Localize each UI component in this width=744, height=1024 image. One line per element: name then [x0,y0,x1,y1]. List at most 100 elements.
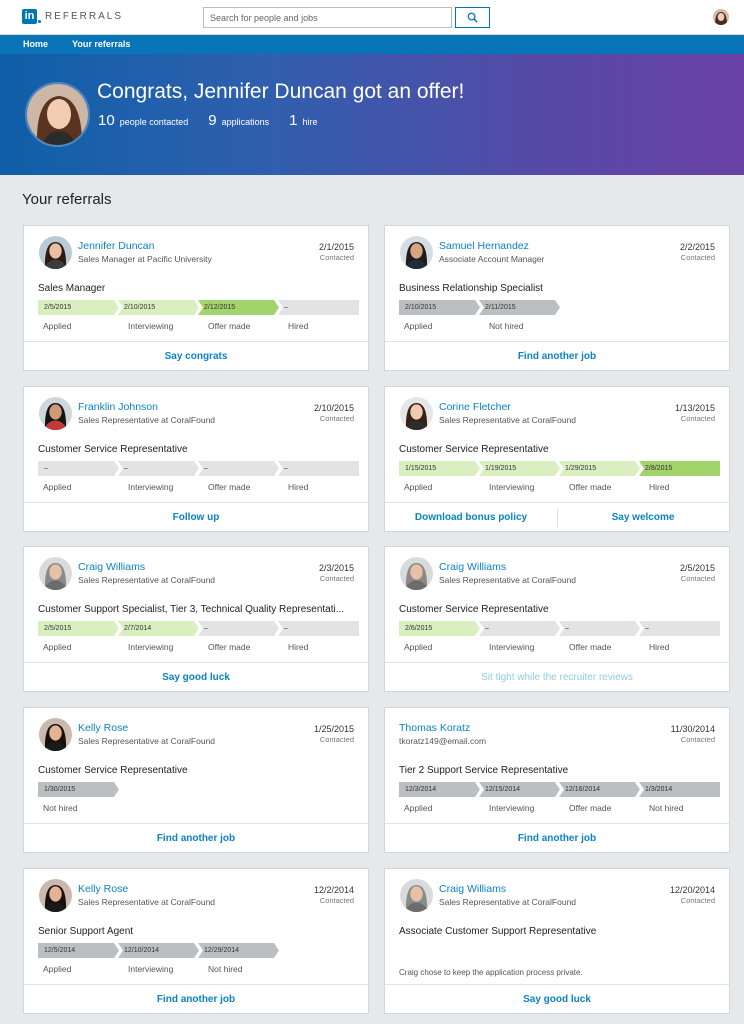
candidate-name-link[interactable]: Craig Williams [439,561,507,573]
card-action-button[interactable]: Find another job [156,833,236,844]
hero-avatar [25,82,90,147]
candidate-subtitle: Sales Representative at CoralFound [78,897,216,907]
card-action-button[interactable]: Find another job [156,994,236,1005]
card-action-button[interactable]: Find another job [517,351,597,362]
top-bar: in REFERRALS [0,0,744,35]
referral-card: Thomas Koratz tkoratz149@email.com 11/30/2… [384,707,730,853]
stage-label: Offer made [569,803,612,813]
candidate-avatar[interactable] [400,397,433,430]
candidate-name-link[interactable]: Samuel Hernandez [439,240,529,252]
referral-card: Corine Fletcher Sales Representative at C… [384,386,730,532]
candidate-avatar[interactable] [39,236,72,269]
stage-label: Hired [288,482,309,492]
card-action-button[interactable]: Say good luck [523,994,591,1005]
candidate-name-link[interactable]: Corine Fletcher [439,401,511,413]
card-footer: Say good luck [385,984,729,1014]
candidate-name-link[interactable]: Craig Williams [78,561,146,573]
offer-banner: Congrats, Jennifer Duncan got an offer! … [0,54,744,175]
search-button[interactable] [455,7,490,28]
referral-card: Craig Williams Sales Representative at Co… [384,546,730,692]
stage-step: 2/7/2014 [118,621,199,636]
stage-label: Offer made [569,482,612,492]
stage-step: 2/8/2015 [639,461,720,476]
candidate-avatar[interactable] [39,879,72,912]
candidate-subtitle: Sales Representative at CoralFound [439,575,577,585]
referral-card: Franklin Johnson Sales Representative at … [23,386,369,532]
candidate-name-link[interactable]: Craig Williams [439,883,507,895]
card-action-button[interactable]: Say welcome [611,512,675,523]
contacted-label: Contacted [680,414,715,423]
linkedin-logo-icon: in [22,9,37,24]
candidate-avatar[interactable] [39,397,72,430]
card-footer: Download bonus policy Say welcome [385,502,729,532]
contacted-date: 1/25/2015 [313,724,354,734]
application-progress: 12/3/2014 12/15/2014 12/16/2014 1/3/2014 [399,782,720,798]
stage-label: Interviewing [489,642,535,652]
contacted-date: 12/20/2014 [669,885,715,895]
stage-label: Hired [649,642,670,652]
search-icon [467,12,478,23]
card-action-button[interactable]: Say congrats [164,351,228,362]
candidate-name-link[interactable]: Thomas Koratz [399,722,471,734]
stage-label: Interviewing [128,964,174,974]
candidate-name-link[interactable]: Jennifer Duncan [78,240,155,252]
stat-applications-label: applications [221,117,270,127]
stage-step: – [479,621,560,636]
referral-card: Samuel Hernandez Associate Account Manage… [384,225,730,371]
candidate-name-link[interactable]: Kelly Rose [78,722,129,734]
stage-label: Applied [43,642,72,652]
stage-step: – [639,621,720,636]
stage-step: 1/29/2015 [559,461,640,476]
referral-card: Kelly Rose Sales Representative at CoralF… [23,707,369,853]
stage-step: 2/5/2015 [38,300,119,315]
job-title: Senior Support Agent [38,926,134,937]
application-progress: 2/5/2015 2/7/2014– – [38,621,359,637]
stage-step: 2/6/2015 [399,621,480,636]
stage-label: Offer made [208,321,251,331]
job-title: Customer Service Representative [38,765,188,776]
card-action-button[interactable]: Say good luck [162,672,230,683]
stage-label: Applied [404,803,433,813]
stage-step: – [38,461,119,476]
card-footer: Find another job [385,341,729,371]
card-footer: Find another job [24,984,368,1014]
job-title: Customer Service Representative [38,444,188,455]
candidate-avatar[interactable] [400,236,433,269]
stage-label: Applied [43,321,72,331]
app-name: REFERRALS [45,11,124,22]
contacted-date: 2/2/2015 [679,242,715,252]
stage-step: 12/15/2014 [479,782,560,797]
stage-label: Not hired [489,321,524,331]
user-avatar[interactable] [713,9,729,25]
candidate-avatar[interactable] [400,557,433,590]
card-action-button[interactable]: Download bonus policy [414,512,528,523]
card-action-button[interactable]: Follow up [172,512,220,523]
candidate-name-link[interactable]: Kelly Rose [78,883,129,895]
referrals-logo[interactable]: in REFERRALS [22,9,123,24]
candidate-name-link[interactable]: Franklin Johnson [78,401,158,413]
contacted-label: Contacted [680,574,715,583]
card-action-button[interactable]: Find another job [517,833,597,844]
stage-step: 12/29/2014 [198,943,279,958]
contacted-label: Contacted [319,896,354,905]
nav-your-referrals-link[interactable]: Your referrals [72,39,131,49]
job-title: Associate Customer Support Representativ… [399,926,597,937]
candidate-avatar[interactable] [39,718,72,751]
candidate-avatar[interactable] [39,557,72,590]
nav-home-link[interactable]: Home [23,39,49,49]
contacted-date: 2/3/2015 [318,563,354,573]
search-input[interactable] [203,7,452,28]
stage-step: 2/10/2015 [118,300,199,315]
application-progress: 2/5/2015 2/10/2015 2/12/2015– [38,300,359,316]
application-progress: 1/30/2015 [38,782,356,798]
contacted-label: Contacted [319,735,354,744]
contacted-label: Contacted [319,574,354,583]
application-progress: 2/6/2015– – – [399,621,720,637]
candidate-avatar[interactable] [400,879,433,912]
card-action-button: Sit tight while the recruiter reviews [481,672,633,683]
stage-step: – [118,461,199,476]
contacted-date: 12/2/2014 [313,885,354,895]
contacted-date: 11/30/2014 [670,724,715,734]
contacted-label: Contacted [319,253,354,262]
stage-step: 12/5/2014 [38,943,119,958]
